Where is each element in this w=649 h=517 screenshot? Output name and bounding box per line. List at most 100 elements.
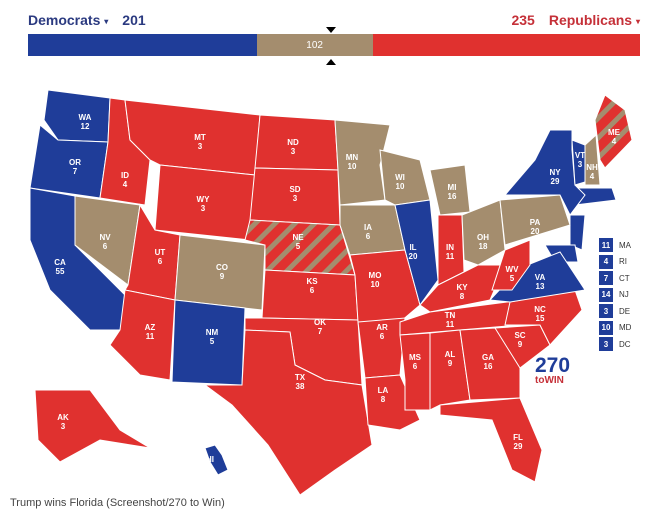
state-abbr-label: AK	[57, 413, 69, 422]
state-ev-label: 9	[220, 272, 225, 281]
state-abbr-label: WV	[506, 265, 520, 274]
270-marker-down-icon	[326, 27, 336, 33]
small-state-ma[interactable]: 11 MA	[599, 237, 631, 254]
tossup-ev: 102	[306, 39, 323, 51]
state-ev-label: 3	[61, 422, 66, 431]
state-ev-label: 6	[413, 362, 418, 371]
state-abbr-label: VA	[535, 273, 546, 282]
state-wi[interactable]	[379, 149, 431, 206]
state-abbr-label: SD	[289, 185, 300, 194]
state-ev-label: 6	[366, 232, 371, 241]
state-ev-label: 5	[296, 242, 301, 251]
state-abbr-label: MS	[409, 353, 422, 362]
state-ak[interactable]	[34, 389, 151, 463]
state-ev-label: 15	[536, 314, 545, 323]
state-ev-label: 5	[210, 337, 215, 346]
state-ev-label: 8	[460, 292, 465, 301]
small-state-de[interactable]: 3 DE	[599, 303, 631, 320]
state-ev-label: 6	[380, 332, 385, 341]
state-ev-label: 16	[484, 362, 493, 371]
state-pa[interactable]	[499, 194, 571, 246]
state-abbr-label: NM	[206, 328, 219, 337]
state-hi[interactable]	[204, 444, 229, 476]
state-abbr-label: IL	[409, 243, 416, 252]
small-state-abbr: CT	[619, 273, 630, 283]
state-ev-label: 9	[448, 359, 453, 368]
state-la[interactable]	[364, 374, 421, 431]
state-oh[interactable]	[461, 199, 506, 266]
state-al[interactable]	[429, 329, 471, 411]
state-abbr-label: LA	[378, 386, 389, 395]
small-state-abbr: RI	[619, 257, 627, 267]
state-ga[interactable]	[459, 327, 521, 401]
caption: Trump wins Florida (Screenshot/270 to Wi…	[10, 497, 225, 509]
state-ev-label: 8	[381, 395, 386, 404]
small-state-md[interactable]: 10 MD	[599, 320, 631, 337]
small-state-ev: 10	[599, 320, 613, 335]
state-ev-label: 7	[73, 167, 78, 176]
state-ev-label: 3	[291, 147, 296, 156]
state-abbr-label: AZ	[145, 323, 156, 332]
small-state-ev: 4	[599, 254, 613, 269]
democrats-label: Democrats	[28, 12, 101, 28]
state-ev-label: 16	[448, 192, 457, 201]
state-ev-label: 4	[123, 180, 128, 189]
state-ev-label: 4	[208, 464, 213, 473]
state-ev-label: 3	[293, 194, 298, 203]
state-abbr-label: AL	[445, 350, 456, 359]
republicans-dropdown[interactable]: 235 Republicans ▾	[511, 12, 640, 28]
state-abbr-label: WY	[197, 195, 211, 204]
state-ev-label: 10	[348, 162, 357, 171]
state-abbr-label: OR	[69, 158, 81, 167]
state-abbr-label: VT	[575, 151, 585, 160]
state-ev-label: 11	[446, 252, 455, 261]
state-nh[interactable]	[584, 133, 601, 186]
state-ev-label: 6	[103, 242, 108, 251]
state-ia[interactable]	[339, 204, 406, 256]
state-abbr-label: PA	[530, 218, 541, 227]
state-abbr-label: FL	[513, 433, 523, 442]
state-wv[interactable]	[491, 239, 531, 291]
democrat-bar-segment	[28, 34, 257, 56]
state-ms[interactable]	[399, 332, 431, 411]
state-ev-label: 6	[310, 286, 315, 295]
state-ev-label: 5	[510, 274, 515, 283]
state-me[interactable]	[594, 94, 633, 169]
small-state-abbr: DC	[619, 339, 631, 349]
democrats-ev: 201	[122, 12, 146, 28]
logo-main: 270	[535, 354, 571, 377]
state-ky[interactable]	[419, 264, 506, 313]
state-ev-label: 10	[396, 182, 405, 191]
state-abbr-label: GA	[482, 353, 494, 362]
state-abbr-label: MO	[369, 271, 382, 280]
state-wa[interactable]	[43, 89, 111, 143]
state-abbr-label: NC	[534, 305, 546, 314]
state-abbr-label: NY	[549, 168, 561, 177]
state-abbr-label: UT	[155, 248, 166, 257]
small-state-ri[interactable]: 4 RI	[599, 254, 631, 271]
state-fl[interactable]	[439, 397, 543, 483]
small-state-dc[interactable]: 3 DC	[599, 336, 631, 353]
state-ev-label: 11	[446, 320, 455, 329]
state-abbr-label: OH	[477, 233, 489, 242]
logo-sub: toWIN	[535, 375, 564, 386]
state-ev-label: 29	[551, 177, 560, 186]
small-state-nj[interactable]: 14 NJ	[599, 287, 631, 304]
state-abbr-label: OK	[314, 318, 326, 327]
northeast-small-state[interactable]	[569, 214, 586, 251]
state-abbr-label: IA	[364, 223, 372, 232]
state-abbr-label: SC	[514, 331, 525, 340]
democrats-dropdown[interactable]: Democrats ▾ 201	[28, 12, 146, 28]
electoral-vote-bar: 102	[28, 34, 640, 56]
small-state-ct[interactable]: 7 CT	[599, 270, 631, 287]
state-ev-label: 3	[198, 142, 203, 151]
state-ev-label: 18	[479, 242, 488, 251]
270-marker-up-icon	[326, 59, 336, 65]
state-tx[interactable]	[203, 329, 373, 496]
state-il[interactable]	[394, 199, 439, 307]
state-nm[interactable]	[171, 299, 246, 386]
state-abbr-label: ME	[608, 128, 621, 137]
state-ev-label: 3	[578, 160, 583, 169]
state-abbr-label: MT	[194, 133, 206, 142]
state-abbr-label: CO	[216, 263, 228, 272]
